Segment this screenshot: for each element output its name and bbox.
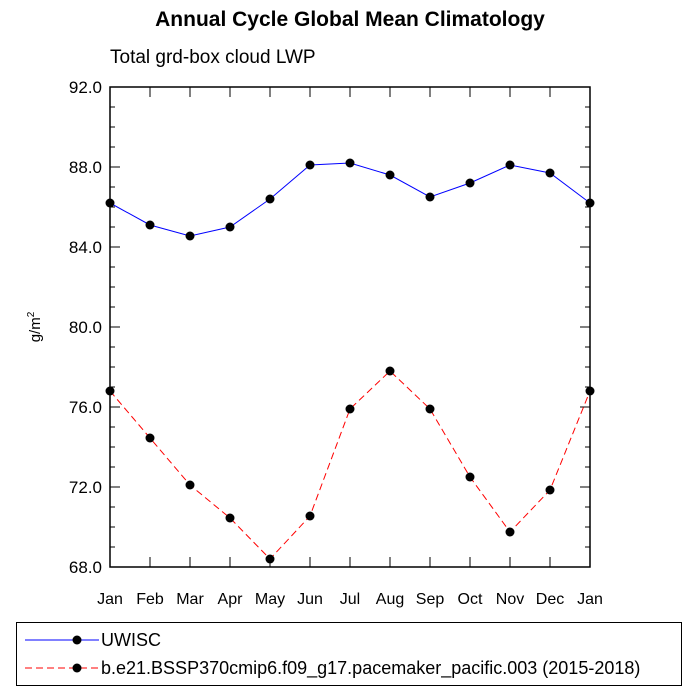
legend: UWISC b.e21.BSSP370cmip6.f09_g17.pacemak… — [16, 622, 682, 686]
series-line-1 — [109, 370, 591, 560]
legend-item-uwisc: UWISC — [17, 627, 681, 653]
y-tick-label: 92.0 — [69, 78, 102, 97]
legend-swatch-pacemaker — [25, 663, 99, 673]
data-point — [425, 404, 435, 414]
data-point — [265, 194, 275, 204]
data-point — [505, 160, 515, 170]
x-tick-label: Mar — [176, 591, 204, 608]
data-point — [145, 433, 155, 443]
x-tick-label: Nov — [496, 591, 524, 608]
x-tick-label: May — [255, 591, 285, 608]
x-tick-label: Oct — [458, 591, 483, 608]
legend-label: b.e21.BSSP370cmip6.f09_g17.pacemaker_pac… — [101, 658, 641, 678]
x-tick-label: Apr — [218, 591, 244, 608]
data-point — [145, 220, 155, 230]
data-point — [585, 198, 595, 208]
data-point — [345, 404, 355, 414]
data-point — [585, 386, 595, 396]
y-tick-label: 84.0 — [69, 238, 102, 257]
data-point — [465, 472, 475, 482]
legend-label: UWISC — [101, 630, 161, 650]
x-tick-label: Sep — [416, 591, 445, 608]
y-tick-label: 88.0 — [69, 158, 102, 177]
data-point — [345, 158, 355, 168]
x-tick-label: Jan — [97, 591, 123, 608]
legend-item-pacemaker: b.e21.BSSP370cmip6.f09_g17.pacemaker_pac… — [17, 655, 681, 681]
x-tick-label: Jan — [577, 591, 603, 608]
data-point — [305, 160, 315, 170]
y-axis-label: g/m2 — [26, 311, 44, 342]
data-point — [465, 178, 475, 188]
y-tick-label: 76.0 — [69, 398, 102, 417]
series-line-0 — [109, 162, 591, 237]
data-point — [305, 511, 315, 521]
chart-title: Annual Cycle Global Mean Climatology — [155, 8, 545, 31]
line-chart: 68.0 72.0 76.0 80.0 84.0 88.0 92.0 Jan Feb Mar Apr… — [26, 78, 603, 608]
x-tick-label: Jun — [297, 591, 323, 608]
x-tick-label: Dec — [536, 591, 564, 608]
legend-swatch-uwisc — [25, 635, 99, 645]
data-point — [225, 513, 235, 523]
x-tick-label: Jul — [340, 591, 360, 608]
y-tick-label: 72.0 — [69, 478, 102, 497]
data-point — [545, 168, 555, 178]
data-point — [105, 386, 115, 396]
x-tick-label: Aug — [376, 591, 404, 608]
data-point — [265, 554, 275, 564]
data-point — [185, 231, 195, 241]
data-point — [385, 170, 395, 180]
data-point — [385, 366, 395, 376]
y-tick-label: 80.0 — [69, 318, 102, 337]
x-tick-label: Feb — [136, 591, 164, 608]
data-point — [225, 222, 235, 232]
y-tick-label: 68.0 — [69, 558, 102, 577]
y-axis-label-superscript: 2 — [26, 311, 37, 317]
data-point — [505, 527, 515, 537]
data-point — [105, 198, 115, 208]
data-point — [185, 480, 195, 490]
data-point — [545, 485, 555, 495]
chart-subtitle: Total grd-box cloud LWP — [110, 47, 316, 68]
data-point — [425, 192, 435, 202]
